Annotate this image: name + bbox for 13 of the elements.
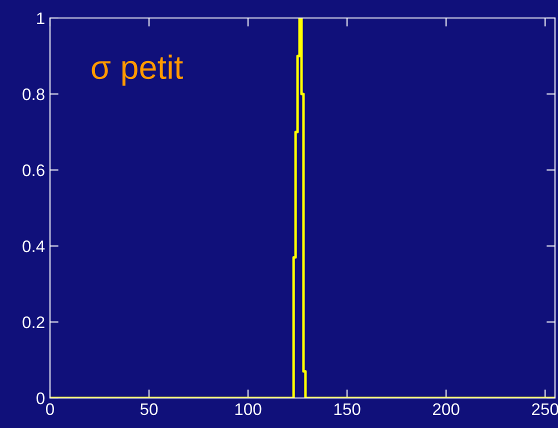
x-tick-label: 200 (433, 403, 460, 416)
y-tick-label: 0.8 (22, 88, 44, 100)
y-tick-label: 0.4 (22, 240, 45, 252)
x-tick-label: 150 (334, 403, 360, 416)
y-tick-label: 0.6 (22, 164, 44, 176)
x-tick-label: 100 (235, 403, 262, 416)
y-tick-label: 0 (36, 392, 44, 404)
y-tick-label: 0.2 (22, 316, 44, 328)
y-tick-label: 1 (37, 12, 44, 24)
x-tick-label: 50 (140, 403, 158, 416)
x-tick-label: 250 (532, 403, 558, 416)
annotation: σ petit (92, 54, 183, 86)
x-tick-label: 0 (46, 403, 54, 416)
